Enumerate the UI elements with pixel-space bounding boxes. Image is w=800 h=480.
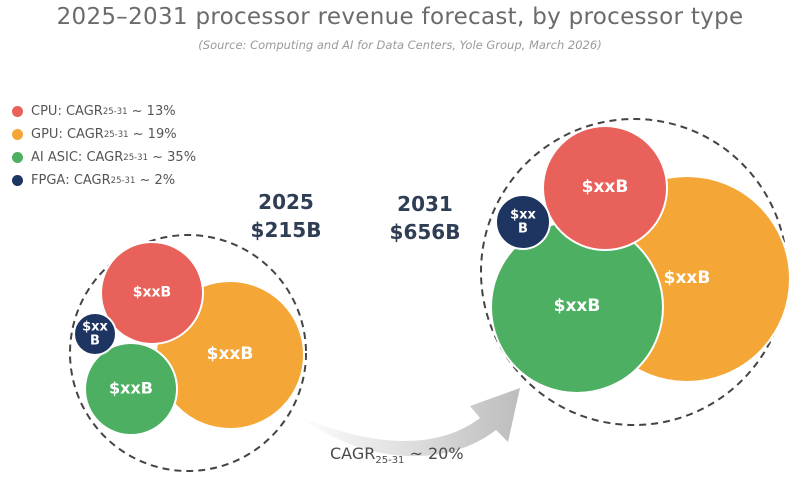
legend: CPU: CAGR 25-31 ~ 13% GPU: CAGR 25-31 ~ 19… [12, 100, 196, 192]
legend-dot-cpu [12, 106, 23, 117]
bubble-fpga-2025 [73, 312, 117, 356]
growth-arrow [298, 388, 520, 457]
legend-cagr-sub-cpu: 25-31 [102, 106, 128, 117]
legend-item-ai-asic: AI ASIC: CAGR 25-31 ~ 35% [12, 146, 196, 169]
bubble-label-gpu-2025: $xxB [206, 344, 254, 365]
bubble-label-fpga-2025: $xx B [82, 319, 108, 348]
bubble-label-ai-asic-2025: $xxB [109, 378, 153, 398]
bubble-label-fpga-2031: $xx B [510, 207, 536, 236]
legend-label-ai-asic: AI ASIC [31, 150, 78, 165]
bubble-ai-asic-2025 [84, 342, 178, 436]
legend-cagr-value-gpu: ~ 19% [128, 127, 177, 142]
growth-cagr-label: CAGR25-31 ~ 20% [330, 444, 464, 466]
bubble-label-cpu-2031: $xxB [581, 177, 629, 198]
bubble-cpu-2031 [542, 125, 668, 251]
legend-item-gpu: GPU: CAGR 25-31 ~ 19% [12, 123, 196, 146]
year-2025-block: 2025 $215B [236, 188, 336, 244]
legend-cagr-sub-gpu: 25-31 [103, 129, 129, 140]
legend-item-fpga: FPGA: CAGR 25-31 ~ 2% [12, 169, 196, 192]
legend-dot-ai-asic [12, 152, 23, 163]
legend-label-fpga: FPGA [31, 173, 66, 188]
bubble-label-gpu-2031: $xxB [663, 268, 711, 289]
year-2031-total: $656B [389, 220, 461, 244]
legend-cagr-ai-asic: CAGR [86, 150, 124, 165]
year-2025-total: $215B [250, 218, 322, 242]
total-frame-2025 [69, 234, 307, 472]
chart-title: 2025–2031 processor revenue forecast, by… [56, 4, 744, 30]
year-2031-label: 2031 [397, 192, 453, 216]
legend-item-cpu: CPU: CAGR 25-31 ~ 13% [12, 100, 196, 123]
legend-cagr-gpu: CAGR [66, 127, 104, 142]
bubble-fpga-2031 [495, 194, 551, 250]
legend-label-gpu: GPU [31, 127, 59, 142]
legend-cagr-sub-fpga: 25-31 [110, 175, 136, 186]
year-2031-block: 2031 $656B [373, 190, 477, 246]
legend-cagr-cpu: CAGR [65, 104, 103, 119]
chart-subtitle: (Source: Computing and AI for Data Cente… [198, 38, 602, 52]
legend-label-cpu: CPU [31, 104, 58, 119]
legend-cagr-value-cpu: ~ 13% [127, 104, 176, 119]
bubble-label-cpu-2025: $xxB [132, 284, 172, 301]
legend-cagr-fpga: CAGR [73, 173, 111, 188]
year-2025-label: 2025 [258, 190, 314, 214]
legend-cagr-value-fpga: ~ 2% [135, 173, 176, 188]
bubble-label-ai-asic-2031: $xxB [553, 296, 601, 317]
legend-cagr-sub-ai-asic: 25-31 [123, 152, 148, 163]
legend-dot-fpga [12, 175, 23, 186]
legend-cagr-value-ai-asic: ~ 35% [148, 150, 197, 165]
bubble-cpu-2025 [100, 241, 204, 345]
legend-dot-gpu [12, 129, 23, 140]
